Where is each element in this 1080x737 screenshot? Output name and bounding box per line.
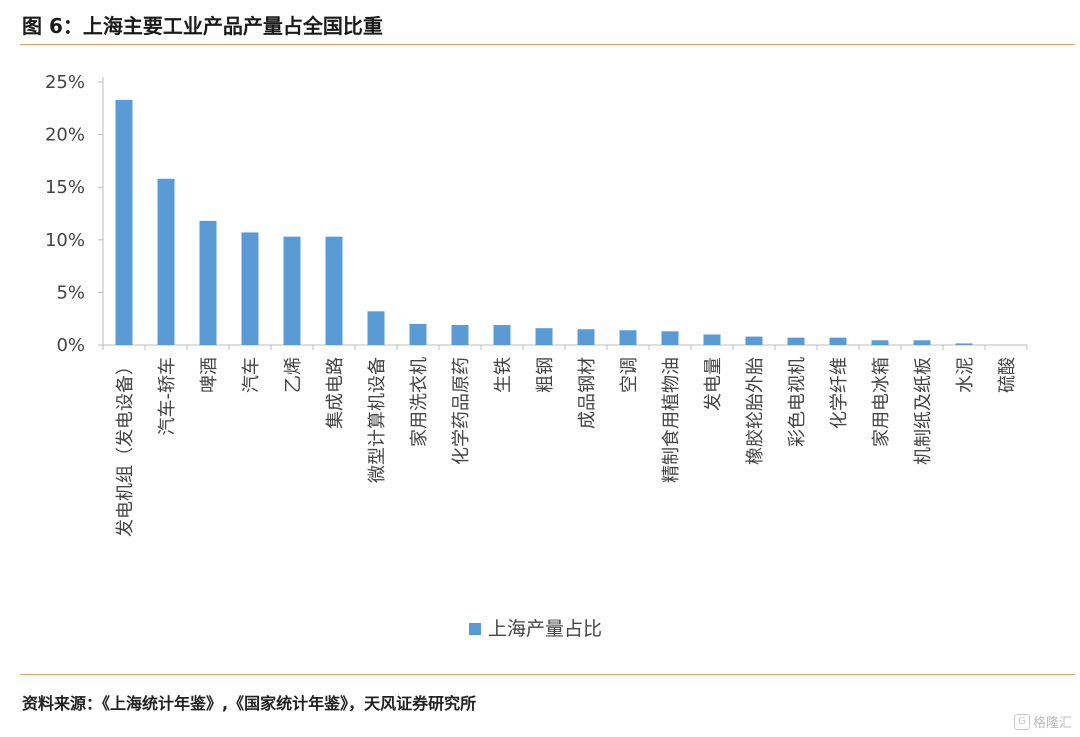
watermark: G 格隆汇 [1013,712,1072,731]
watermark-text: 格隆汇 [1032,716,1072,731]
x-tick-label: 微型计算机设备 [367,357,388,483]
x-tick-label: 空调 [619,357,640,393]
bar-20 [913,340,931,345]
x-tick-label: 橡胶轮胎外胎 [745,357,766,465]
x-tick-label: 发电机组（发电设备） [115,357,136,537]
y-axis: 0% 5% 10% 15% 20% 25% [45,72,104,356]
x-tick-label: 成品钢材 [577,357,598,429]
y-tick-label: 15% [45,177,85,198]
bar-18 [829,337,847,345]
x-tick-label: 汽车 [241,357,262,393]
source-note: 资料来源：《上海统计年鉴》,《国家统计年鉴》，天风证券研究所 [22,694,477,713]
bar-19 [871,340,889,345]
x-tick-label: 粗钢 [535,357,556,393]
x-tick-label: 机制纸及纸板 [913,357,934,465]
x-tick-label: 彩色电视机 [787,357,808,447]
x-tick-label: 化学纤维 [829,357,850,429]
x-tick-label: 发电量 [703,357,724,411]
x-tick-label: 家用电冰箱 [871,357,892,447]
legend-label: 上海产量占比 [488,618,602,640]
bar-12 [577,329,595,345]
bar-21 [955,343,973,345]
title-divider [20,44,1075,45]
bar-11 [535,328,553,345]
bar-15 [703,334,721,345]
x-tick-label: 家用洗衣机 [409,357,430,447]
x-tick-label: 生铁 [493,357,514,393]
x-tick-label: 汽车-轿车 [157,357,178,436]
watermark-logo-icon: G [1013,713,1030,730]
bar-14 [661,331,679,345]
bar-6 [325,236,343,345]
bar-9 [451,325,469,345]
bar-2 [157,178,175,345]
x-tick-label: 精制食用植物油 [661,357,682,483]
bar-17 [787,337,805,345]
bar-7 [367,311,385,345]
x-tick-label: 水泥 [955,357,976,393]
y-tick-label: 25% [45,72,85,93]
bar-1 [115,99,133,345]
bar-3 [199,220,217,345]
x-tick-label: 啤酒 [199,357,220,393]
bar-5 [283,236,301,345]
source-divider [20,674,1075,675]
y-tick-label: 5% [56,282,85,303]
bars [115,99,973,345]
bar-chart: 0% 5% 10% 15% 20% 25% 发电机组（发电设备） 汽车-轿车 啤酒 汽车 乙烯 集成… [45,72,1028,640]
x-tick-label: 化学药品原药 [451,357,472,465]
x-tick-label: 集成电路 [325,357,346,429]
bar-4 [241,232,259,345]
x-axis [102,344,1028,350]
bar-13 [619,330,637,345]
y-tick-label: 20% [45,125,85,146]
y-tick-label: 10% [45,230,85,251]
x-tick-labels: 发电机组（发电设备） 汽车-轿车 啤酒 汽车 乙烯 集成电路 微型计算机设备 家用洗衣机 化学药… [115,357,1018,537]
bar-8 [409,323,427,345]
x-tick-label: 乙烯 [283,357,304,393]
legend-swatch [469,623,481,635]
bar-10 [493,325,511,345]
x-tick-label: 硫酸 [997,357,1018,393]
legend: 上海产量占比 [469,618,602,640]
figure-title: 图 6：上海主要工业产品产量占全国比重 [22,14,383,38]
y-tick-label: 0% [56,335,85,356]
bar-16 [745,336,763,345]
